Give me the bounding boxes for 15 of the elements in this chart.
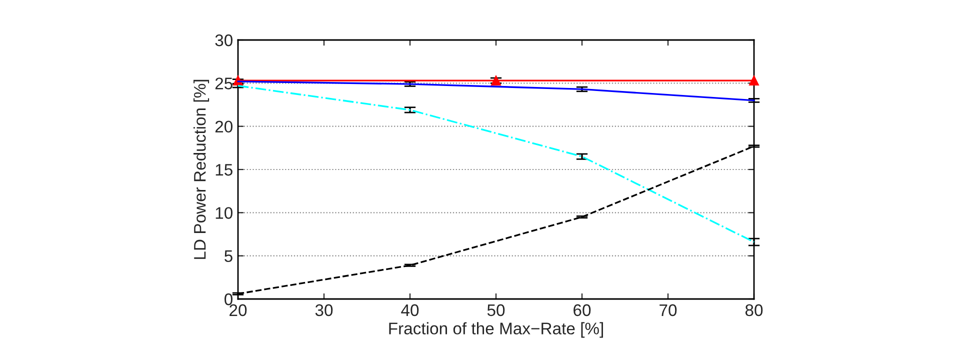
x-tick-label: 30 (315, 304, 333, 316)
x-tick-label: 70 (660, 304, 677, 316)
y-tick-label: 5 (224, 250, 232, 262)
y-tick-label: 10 (216, 207, 232, 219)
x-tick-label: 80 (745, 304, 763, 316)
x-axis-title: Fraction of the Max−Rate [%] (389, 322, 603, 338)
y-tick-label: 0 (224, 293, 232, 306)
y-tick-label: 15 (216, 164, 232, 176)
x-tick-label: 60 (574, 304, 591, 316)
x-tick-label: 50 (487, 304, 505, 316)
y-tick-label: 25 (215, 78, 232, 90)
y-tick-label: 30 (215, 34, 232, 46)
x-tick-label: 40 (401, 304, 419, 316)
y-axis-title: LD Power Reduction [%] (194, 80, 210, 259)
y-tick-label: 20 (215, 120, 232, 133)
